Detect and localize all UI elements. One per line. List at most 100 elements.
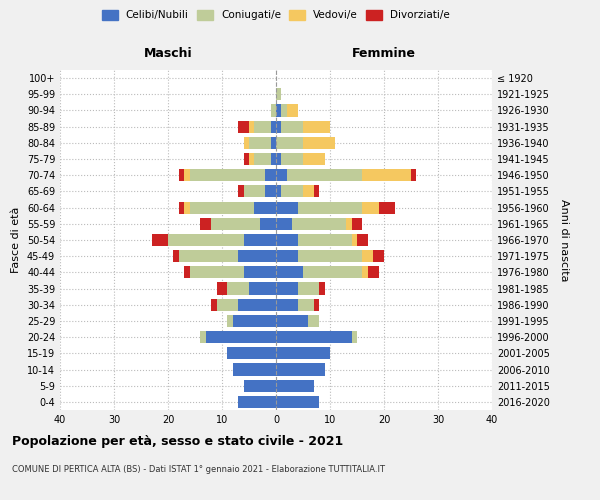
Bar <box>184 266 190 278</box>
Bar <box>292 218 346 230</box>
Bar <box>184 202 190 213</box>
Bar <box>249 282 276 294</box>
Bar <box>303 137 335 149</box>
Bar <box>357 234 368 246</box>
Bar <box>276 186 281 198</box>
Bar <box>276 137 303 149</box>
Bar <box>249 120 254 132</box>
Text: COMUNE DI PERTICA ALTA (BS) - Dati ISTAT 1° gennaio 2021 - Elaborazione TUTTITAL: COMUNE DI PERTICA ALTA (BS) - Dati ISTAT… <box>12 465 385 474</box>
Bar <box>254 120 271 132</box>
Bar <box>276 88 281 101</box>
Bar <box>362 202 379 213</box>
Bar <box>190 266 244 278</box>
Text: Femmine: Femmine <box>352 47 416 60</box>
Bar <box>238 120 249 132</box>
Bar <box>287 169 362 181</box>
Bar <box>233 364 276 376</box>
Bar <box>276 348 330 360</box>
Bar <box>276 169 287 181</box>
Bar <box>368 266 379 278</box>
Bar <box>276 364 325 376</box>
Bar <box>254 153 271 165</box>
Bar <box>362 169 411 181</box>
Bar <box>238 186 244 198</box>
Bar <box>379 202 395 213</box>
Bar <box>190 202 254 213</box>
Bar <box>168 234 244 246</box>
Bar <box>265 186 276 198</box>
Text: Popolazione per età, sesso e stato civile - 2021: Popolazione per età, sesso e stato civil… <box>12 435 343 448</box>
Bar <box>249 153 254 165</box>
Bar <box>352 234 357 246</box>
Bar <box>184 169 190 181</box>
Bar <box>260 218 276 230</box>
Bar <box>303 266 362 278</box>
Bar <box>227 282 249 294</box>
Bar <box>206 331 276 343</box>
Bar <box>298 282 319 294</box>
Bar <box>303 153 325 165</box>
Bar <box>271 120 276 132</box>
Bar <box>271 137 276 149</box>
Y-axis label: Fasce di età: Fasce di età <box>11 207 21 273</box>
Bar <box>217 282 227 294</box>
Bar <box>314 298 319 311</box>
Bar <box>244 380 276 392</box>
Bar <box>346 218 352 230</box>
Bar <box>238 396 276 408</box>
Bar <box>244 234 276 246</box>
Bar <box>265 169 276 181</box>
Bar <box>244 186 265 198</box>
Bar <box>314 186 319 198</box>
Bar <box>276 250 298 262</box>
Bar <box>179 202 184 213</box>
Bar <box>238 298 276 311</box>
Bar <box>254 202 276 213</box>
Bar <box>276 298 298 311</box>
Bar <box>276 282 298 294</box>
Bar <box>276 153 281 165</box>
Bar <box>276 396 319 408</box>
Bar <box>298 202 362 213</box>
Bar <box>276 218 292 230</box>
Bar <box>249 137 271 149</box>
Bar <box>303 186 314 198</box>
Text: Maschi: Maschi <box>143 47 193 60</box>
Bar <box>152 234 168 246</box>
Bar <box>271 104 276 117</box>
Bar <box>227 315 233 327</box>
Bar <box>281 120 303 132</box>
Bar <box>308 315 319 327</box>
Bar <box>281 186 303 198</box>
Bar <box>319 282 325 294</box>
Bar <box>276 266 303 278</box>
Y-axis label: Anni di nascita: Anni di nascita <box>559 198 569 281</box>
Bar <box>281 104 287 117</box>
Bar <box>276 315 308 327</box>
Bar <box>362 266 368 278</box>
Bar <box>200 218 211 230</box>
Bar <box>287 104 298 117</box>
Bar <box>179 250 238 262</box>
Bar <box>276 234 298 246</box>
Legend: Celibi/Nubili, Coniugati/e, Vedovi/e, Divorziati/e: Celibi/Nubili, Coniugati/e, Vedovi/e, Di… <box>102 10 450 20</box>
Bar <box>276 331 352 343</box>
Bar <box>244 137 249 149</box>
Bar <box>281 153 303 165</box>
Bar <box>276 380 314 392</box>
Bar <box>298 234 352 246</box>
Bar <box>244 266 276 278</box>
Bar <box>298 250 362 262</box>
Bar <box>373 250 384 262</box>
Bar <box>271 153 276 165</box>
Bar <box>276 104 281 117</box>
Bar <box>227 348 276 360</box>
Bar <box>211 298 217 311</box>
Bar <box>217 298 238 311</box>
Bar <box>190 169 265 181</box>
Bar <box>352 218 362 230</box>
Bar <box>233 315 276 327</box>
Bar <box>179 169 184 181</box>
Bar <box>276 120 281 132</box>
Bar <box>411 169 416 181</box>
